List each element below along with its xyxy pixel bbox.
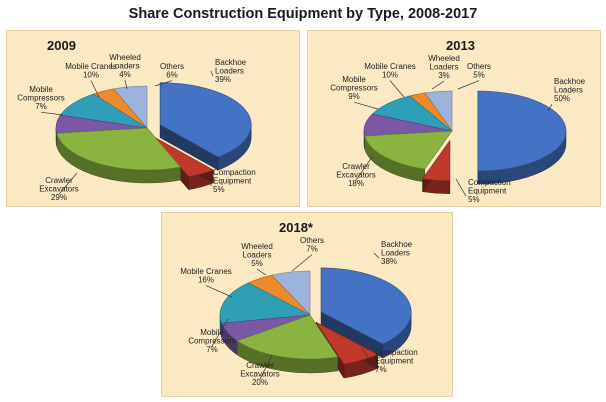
pie-slice-compaction-2013	[422, 139, 451, 194]
pie-slice-compressors-2009	[55, 114, 148, 147]
pie-title-2013: 2013	[446, 38, 475, 53]
pie-slice-backhoe-2018	[320, 267, 412, 359]
pie-slice-crawler-2018	[236, 314, 339, 374]
leader-line-crawler-2009	[58, 172, 78, 195]
slice-label-compaction-2018: Compaction Equipment 7%	[375, 348, 418, 374]
slice-label-wheeled-2018: Wheeled Loaders 5%	[241, 242, 273, 268]
pie-slice-backhoe-2009	[159, 82, 252, 171]
leader-line-compressors-2013	[353, 101, 379, 110]
pie-panel-2018: 2018* Backhoe Loaders 38% Compaction Equipmen…	[161, 212, 453, 397]
slice-label-backhoe-2018: Backhoe Loaders 38%	[381, 240, 413, 266]
leader-line-backhoe-2009	[210, 70, 214, 77]
pie-title-2018: 2018*	[279, 220, 314, 235]
leader-line-cranes-2018	[205, 285, 233, 298]
leader-line-compressors-2009	[40, 111, 64, 116]
pie-chart-2013: 2013 Backhoe Loaders 50% Compaction Equipment…	[330, 38, 586, 204]
slice-label-backhoe-2013: Backhoe Loaders 50%	[554, 77, 586, 103]
leader-line-wheeled-2018	[256, 268, 267, 276]
slice-label-compaction-2013: Compaction Equipment 5%	[468, 178, 511, 204]
leader-line-backhoe-2018	[373, 252, 380, 259]
leader-line-cranes-2009	[90, 80, 100, 98]
slice-label-wheeled-2013: Wheeled Loaders 3%	[428, 54, 460, 80]
leader-line-crawler-2018	[259, 354, 273, 380]
chart-main-title: Share Construction Equipment by Type, 20…	[128, 6, 478, 22]
slice-label-crawler-2013: Crawler Excavators 18%	[336, 162, 376, 188]
slice-label-cranes-2018: Mobile Cranes 16%	[180, 267, 232, 285]
leader-line-cranes-2013	[389, 80, 405, 98]
leader-line-crawler-2013	[355, 156, 373, 181]
slice-label-compaction-2009: Compaction Equipment 5%	[213, 168, 256, 194]
slice-label-wheeled-2009: Wheeled Loaders 4%	[109, 53, 141, 79]
leader-line-others-2009	[154, 80, 173, 87]
slice-label-cranes-2009: Mobile Cranes 10%	[65, 62, 117, 80]
slice-label-others-2009: Others 6%	[160, 62, 184, 80]
leader-line-compaction-2018	[361, 347, 374, 367]
slice-label-others-2013: Others 5%	[467, 62, 491, 80]
pie-chart-2018: 2018* Backhoe Loaders 38% Compaction Equipmen…	[180, 220, 418, 387]
pie-title-2009: 2009	[47, 38, 76, 53]
slice-label-compressors-2009: Mobile Compressors 7%	[17, 85, 65, 111]
leader-line-wheeled-2009	[124, 80, 128, 90]
pie-panel-2013: 2013 Backhoe Loaders 50% Compaction Equipment…	[307, 30, 601, 207]
leader-line-compaction-2013	[455, 178, 467, 197]
slice-label-crawler-2009: Crawler Excavators 29%	[39, 176, 79, 202]
slice-label-cranes-2013: Mobile Cranes 10%	[364, 62, 416, 80]
pie-slice-compressors-2018	[221, 314, 311, 356]
leader-line-others-2013	[457, 80, 480, 90]
pie-chart-2009: 2009 Backhoe Loaders 39% Compaction Equipment…	[17, 38, 256, 202]
slice-label-compressors-2018: Mobile Compressors 7%	[188, 328, 236, 354]
leader-line-wheeled-2013	[431, 80, 445, 90]
pie-panel-2009: 2009 Backhoe Loaders 39% Compaction Equipment…	[6, 30, 300, 207]
pie-slice-crawler-2013	[364, 130, 453, 183]
leader-line-backhoe-2013	[547, 104, 553, 112]
leader-line-compressors-2018	[211, 318, 229, 347]
pie-slice-crawler-2009	[56, 127, 182, 184]
leader-line-others-2018	[291, 254, 313, 272]
slice-label-backhoe-2009: Backhoe Loaders 39%	[215, 58, 247, 84]
slice-label-compressors-2013: Mobile Compressors 9%	[330, 75, 378, 101]
slice-label-crawler-2018: Crawler Excavators 20%	[240, 361, 280, 387]
slice-label-others-2018: Others 7%	[300, 236, 324, 254]
pie-slice-backhoe-2013	[477, 90, 567, 185]
